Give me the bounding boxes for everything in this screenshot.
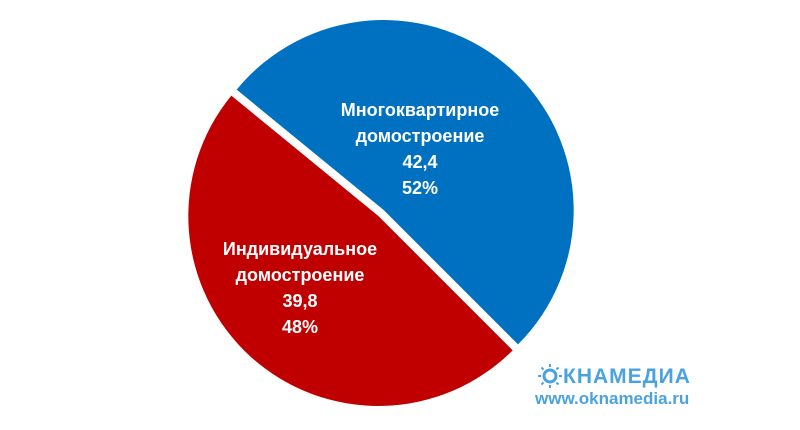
pie-slice bbox=[236, 20, 574, 345]
slice-label: Многоквартирное домостроение 42,4 52% bbox=[320, 97, 520, 201]
value-label: 42,4 bbox=[402, 152, 438, 172]
percent-label: 52% bbox=[401, 178, 439, 198]
percent-label: 48% bbox=[281, 317, 319, 337]
watermark-url: www.oknamedia.ru bbox=[535, 389, 690, 408]
watermark-brand: КНАМЕДИА bbox=[563, 365, 691, 388]
slice-label: Индивидуальное домостроение 39,8 48% bbox=[200, 236, 400, 340]
value-label: 39,8 bbox=[282, 291, 318, 311]
category-label: Индивидуальное домостроение bbox=[222, 239, 378, 285]
category-label: Многоквартирное домостроение bbox=[340, 100, 500, 146]
sun-logo bbox=[538, 364, 562, 388]
pie-slice bbox=[188, 95, 513, 406]
